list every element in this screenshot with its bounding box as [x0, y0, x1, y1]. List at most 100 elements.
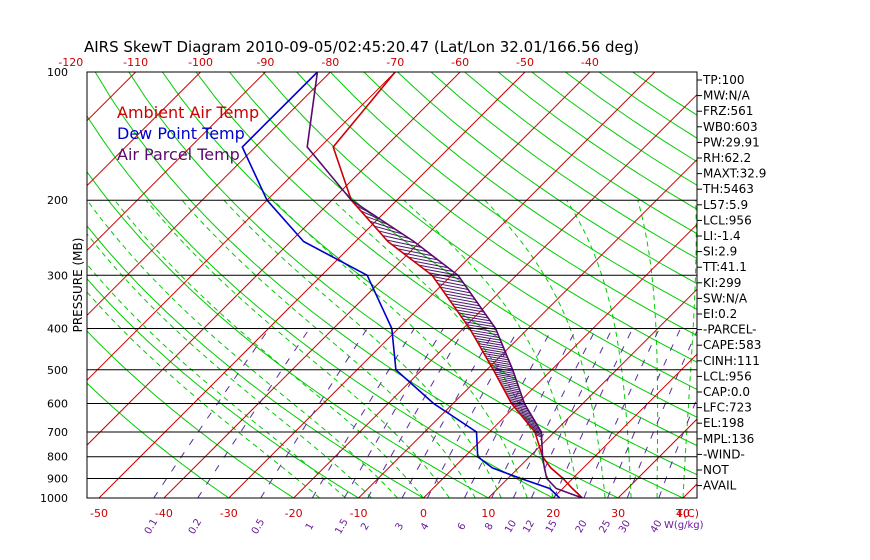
- cape-hatch-line: [524, 419, 537, 424]
- cape-hatch-line: [437, 283, 469, 290]
- index-11: SI:2.9: [703, 245, 737, 259]
- mixing-ratio-line: [311, 328, 415, 498]
- cape-hatch-line: [402, 252, 438, 261]
- cape-hatch-line: [485, 355, 509, 361]
- dry-adiabat: [262, 72, 697, 390]
- index-23: MPL:136: [703, 432, 754, 446]
- mixing-ratio-line: [583, 328, 660, 498]
- mixing-ratio-tick-0.2: 0.2: [187, 517, 204, 536]
- cape-hatch-line: [520, 414, 533, 419]
- mixing-ratio-tick-1: 1: [304, 521, 317, 532]
- pressure-tick-800: 800: [47, 451, 68, 464]
- dry-adiabat: [430, 72, 697, 260]
- cape-hatch-line: [528, 424, 539, 429]
- pressure-tick-600: 600: [47, 397, 68, 410]
- mixing-ratio-tick-4: 4: [419, 521, 432, 532]
- isotherm: [487, 288, 697, 498]
- cape-hatch-line: [478, 343, 504, 349]
- index-4: PW:29.91: [703, 135, 760, 149]
- moist-adiabat: [682, 200, 697, 498]
- isotherm: [87, 72, 201, 187]
- cape-hatch-line: [408, 256, 444, 265]
- index-21: LFC:723: [703, 401, 752, 415]
- cape-hatch-line: [456, 309, 487, 316]
- bottom-temp-tick-0: 0: [420, 507, 427, 520]
- cape-hatch-line: [504, 390, 522, 395]
- cape-hatch-line: [391, 243, 428, 253]
- bottom-temp-tick--20: -20: [285, 507, 303, 520]
- pressure-tick-700: 700: [47, 426, 68, 439]
- top-temp-tick--110: -110: [123, 56, 148, 69]
- cape-hatch-line: [374, 225, 403, 235]
- moist-adiabat: [566, 199, 632, 498]
- mixing-ratio-tick-6: 6: [456, 521, 469, 532]
- cape-hatch-line: [428, 272, 461, 280]
- mixing-ratio-tick-30: 30: [617, 518, 633, 535]
- top-temp-tick--50: -50: [516, 56, 534, 69]
- legend: Ambient Air Temp Dew Point Temp Air Parcel…: [117, 103, 259, 164]
- moist-adiabat: [637, 200, 659, 498]
- isotherm: [552, 353, 697, 498]
- top-temperature-tick-labels: -120 -110 -100 -90 -80 -70 -60 -50 -40: [58, 56, 599, 69]
- cape-hatch-line: [454, 306, 485, 313]
- mixing-ratio-tick-10: 10: [503, 518, 519, 535]
- isotherm: [293, 93, 697, 498]
- isotherm: [87, 72, 266, 252]
- index-18: CINH:111: [703, 354, 760, 368]
- cape-hatch-line: [423, 268, 459, 276]
- bottom-temp-tick--30: -30: [220, 507, 238, 520]
- cape-hatch-line: [440, 286, 471, 294]
- cape-hatch-line: [378, 230, 410, 240]
- mixing-ratio-tick-8: 8: [483, 521, 496, 532]
- profile-series: [241, 72, 583, 498]
- cape-hatch-line: [447, 296, 478, 304]
- dry-adiabat: [497, 72, 697, 210]
- cape-hatch-line: [482, 350, 507, 356]
- mixing-ratio-tick-20: 20: [574, 519, 590, 536]
- cape-hatch-line: [493, 369, 515, 374]
- mixing-ratio-tick-15: 15: [544, 518, 560, 535]
- pressure-tick-900: 900: [47, 473, 68, 486]
- mixing-ratio-tick-1.5: 1.5: [333, 517, 350, 536]
- isotherm: [0, 72, 6, 498]
- index-10: LI:-1.4: [703, 229, 741, 243]
- moist-adiabat: [87, 233, 372, 498]
- cape-hatch-line: [473, 335, 501, 341]
- mixing-ratio-tick-3: 3: [394, 521, 407, 532]
- dry-adiabat: [229, 72, 697, 418]
- index-6: MAXT:32.9: [703, 167, 766, 181]
- mixing-ratio-tick-40: 40: [649, 518, 665, 535]
- index-3: WB0:603: [703, 120, 758, 134]
- top-temp-tick--60: -60: [451, 56, 469, 69]
- mixing-ratio-line: [153, 328, 270, 498]
- legend-ambient-air-temp: Ambient Air Temp: [117, 103, 259, 122]
- chart-title: AIRS SkewT Diagram 2010-09-05/02:45:20.4…: [84, 38, 639, 56]
- index-20: CAP:0.0: [703, 385, 750, 399]
- cape-hatch-line: [499, 380, 518, 385]
- pressure-tick-400: 400: [47, 322, 68, 335]
- mixing-ratio-tick-0.1: 0.1: [143, 517, 160, 536]
- cape-hatch-line: [505, 392, 522, 397]
- index-12: TT:41.1: [702, 260, 747, 274]
- moist-adiabat: [181, 199, 476, 498]
- bottom-temp-tick-20: 20: [546, 507, 560, 520]
- top-temp-tick--90: -90: [256, 56, 274, 69]
- cape-hatch-line: [497, 377, 518, 383]
- isotherm: [87, 72, 331, 317]
- bottom-temp-tick-10: 10: [481, 507, 495, 520]
- cape-hatch-line: [452, 303, 482, 310]
- isotherm: [163, 72, 591, 498]
- legend-dew-point-temp: Dew Point Temp: [117, 124, 245, 143]
- index-13: KI:299: [703, 276, 741, 290]
- cape-hatch-line: [481, 348, 506, 354]
- cape-hatch-line: [397, 248, 433, 257]
- bottom-temp-tick--50: -50: [90, 507, 108, 520]
- mixing-ratio-tick-12: 12: [521, 518, 537, 535]
- top-temp-tick--40: -40: [581, 56, 599, 69]
- cape-hatch-line: [462, 318, 493, 325]
- bottom-temp-tick-40: 40: [676, 507, 690, 520]
- index-2: FRZ:561: [703, 104, 753, 118]
- moist-adiabat: [403, 199, 580, 498]
- pressure-tick-1000: 1000: [40, 492, 68, 505]
